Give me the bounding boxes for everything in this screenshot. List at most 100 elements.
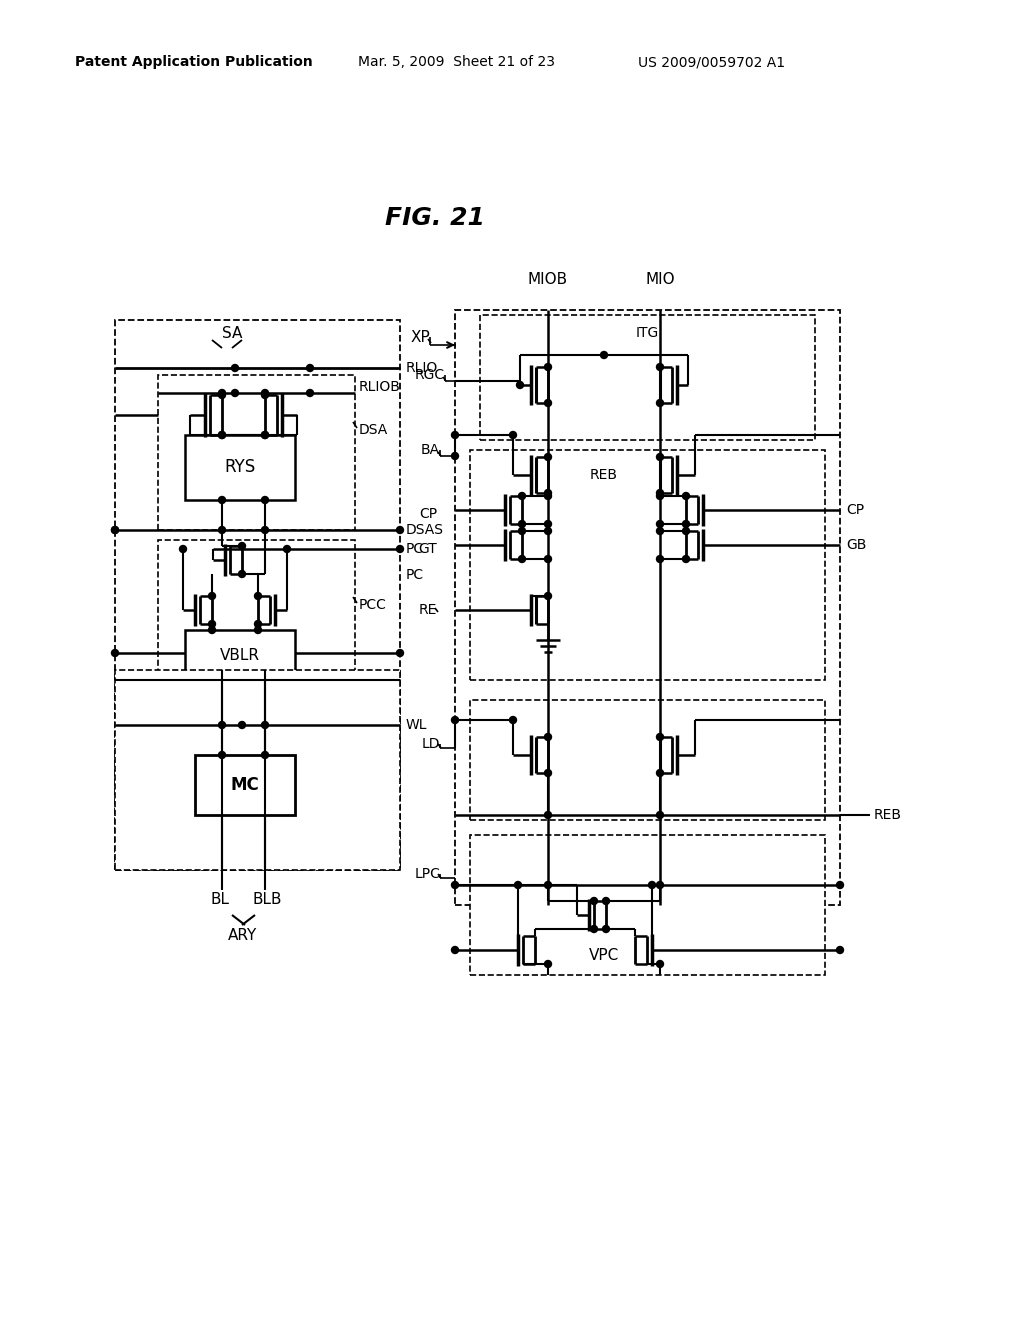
Circle shape	[396, 649, 403, 656]
Bar	[115, 671, 400, 870]
Text: RYS: RYS	[224, 458, 256, 477]
Bar	[470, 700, 825, 820]
Circle shape	[396, 527, 403, 533]
Circle shape	[648, 882, 655, 888]
Circle shape	[656, 492, 664, 499]
Circle shape	[261, 432, 268, 438]
Text: BA: BA	[421, 444, 440, 457]
Text: PC: PC	[406, 543, 424, 556]
Circle shape	[656, 882, 664, 888]
Circle shape	[656, 520, 664, 528]
Text: WL: WL	[406, 718, 427, 733]
Text: ARY: ARY	[228, 928, 258, 942]
Text: PC: PC	[406, 568, 424, 582]
Circle shape	[545, 363, 552, 371]
Text: US 2009/0059702 A1: US 2009/0059702 A1	[638, 55, 785, 69]
Bar	[470, 836, 825, 975]
Text: BLB: BLB	[252, 892, 282, 908]
Circle shape	[218, 722, 225, 729]
Circle shape	[452, 882, 459, 888]
Text: REB: REB	[590, 469, 618, 482]
Circle shape	[591, 898, 597, 904]
Circle shape	[545, 556, 552, 562]
Text: MIOB: MIOB	[528, 272, 568, 288]
Text: CP: CP	[846, 503, 864, 517]
Circle shape	[261, 389, 268, 396]
Circle shape	[656, 490, 664, 496]
Circle shape	[218, 496, 225, 503]
Circle shape	[545, 528, 552, 535]
Circle shape	[255, 627, 261, 634]
Circle shape	[112, 527, 119, 533]
Circle shape	[452, 453, 459, 459]
Circle shape	[602, 898, 609, 904]
Text: VBLR: VBLR	[220, 648, 260, 663]
Circle shape	[656, 734, 664, 741]
Circle shape	[518, 492, 525, 499]
Circle shape	[239, 570, 246, 578]
Text: SA: SA	[222, 326, 243, 341]
Circle shape	[255, 620, 261, 627]
Circle shape	[209, 620, 215, 627]
Circle shape	[602, 925, 609, 932]
Circle shape	[261, 496, 268, 503]
Circle shape	[218, 432, 225, 438]
Circle shape	[545, 454, 552, 461]
Circle shape	[261, 751, 268, 759]
Text: FIG. 21: FIG. 21	[385, 206, 485, 230]
Circle shape	[218, 392, 225, 399]
Circle shape	[545, 770, 552, 776]
Text: ITG: ITG	[635, 326, 658, 341]
Circle shape	[518, 520, 525, 528]
Circle shape	[514, 882, 521, 888]
Circle shape	[656, 528, 664, 535]
Circle shape	[656, 400, 664, 407]
Circle shape	[239, 543, 246, 549]
Circle shape	[591, 925, 597, 932]
Bar	[185, 630, 295, 680]
Text: BL: BL	[211, 892, 229, 908]
Circle shape	[261, 432, 268, 438]
Text: LPC: LPC	[414, 867, 440, 880]
Text: CP: CP	[419, 507, 437, 521]
Text: RLIO: RLIO	[406, 360, 438, 375]
Circle shape	[452, 432, 459, 438]
Circle shape	[306, 364, 313, 371]
Bar	[158, 540, 355, 680]
Circle shape	[510, 717, 516, 723]
Circle shape	[261, 392, 268, 399]
Text: GB: GB	[846, 539, 866, 552]
Circle shape	[396, 545, 403, 553]
Circle shape	[683, 528, 689, 535]
Circle shape	[837, 882, 844, 888]
Circle shape	[209, 627, 215, 634]
Text: MC: MC	[230, 776, 259, 795]
Circle shape	[112, 649, 119, 656]
Bar	[158, 375, 355, 531]
Circle shape	[545, 882, 552, 888]
Circle shape	[656, 454, 664, 461]
Bar	[455, 310, 840, 906]
Circle shape	[239, 722, 246, 729]
Circle shape	[656, 556, 664, 562]
Circle shape	[683, 556, 689, 562]
Circle shape	[545, 492, 552, 499]
Text: LD: LD	[422, 737, 440, 751]
Circle shape	[545, 593, 552, 599]
Circle shape	[231, 389, 239, 396]
Circle shape	[656, 363, 664, 371]
Circle shape	[545, 490, 552, 496]
Circle shape	[545, 812, 552, 818]
Bar	[195, 755, 295, 814]
Text: GT: GT	[418, 543, 437, 556]
Circle shape	[656, 770, 664, 776]
Text: Patent Application Publication: Patent Application Publication	[75, 55, 312, 69]
Text: MIO: MIO	[645, 272, 675, 288]
Circle shape	[231, 364, 239, 371]
Circle shape	[837, 946, 844, 953]
Circle shape	[545, 734, 552, 741]
Circle shape	[261, 722, 268, 729]
Text: RE: RE	[419, 603, 437, 616]
Circle shape	[683, 520, 689, 528]
Circle shape	[600, 351, 607, 359]
